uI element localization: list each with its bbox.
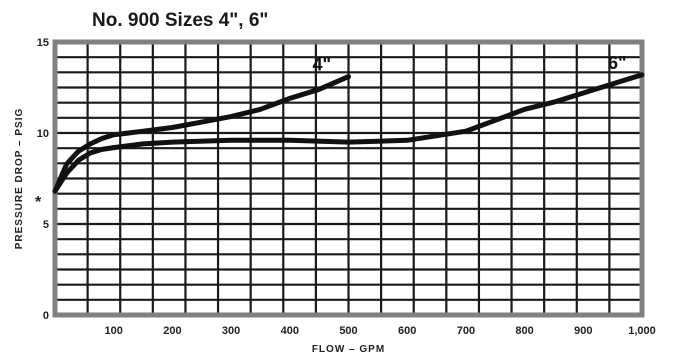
x-tick-labels: 100 200 300 400 500 600 700 800 900 1,000	[105, 325, 656, 337]
x-tick-label: 400	[281, 325, 299, 337]
x-tick-label: 100	[105, 325, 123, 337]
series-labels: 4" 6"	[313, 53, 627, 75]
y-tick-label: 15	[37, 37, 49, 49]
grid	[55, 42, 642, 315]
series-lines	[52, 72, 645, 194]
x-tick-label: 700	[457, 325, 475, 337]
series-line	[52, 72, 645, 194]
y-tick-label: 5	[43, 219, 49, 231]
y-axis-label: PRESSURE DROP – PSIG	[14, 108, 25, 250]
chart-title: No. 900 Sizes 4", 6"	[92, 10, 268, 31]
plot-frame	[52, 39, 645, 318]
series-label: 6"	[608, 53, 627, 73]
x-tick-label: 900	[574, 325, 592, 337]
x-axis-label: FLOW – GPM	[312, 344, 385, 355]
x-tick-label: 1,000	[628, 325, 656, 337]
start-marker: *	[35, 194, 42, 211]
series-label: 4"	[313, 55, 332, 75]
y-tick-label: 0	[43, 310, 49, 322]
x-tick-label: 300	[222, 325, 240, 337]
x-tick-label: 500	[339, 325, 357, 337]
x-tick-label: 800	[515, 325, 533, 337]
series-line	[52, 74, 351, 194]
y-tick-label: 10	[37, 128, 49, 140]
y-tick-labels: 0 5 10 15	[37, 37, 49, 322]
x-tick-label: 600	[398, 325, 416, 337]
x-tick-label: 200	[163, 325, 181, 337]
